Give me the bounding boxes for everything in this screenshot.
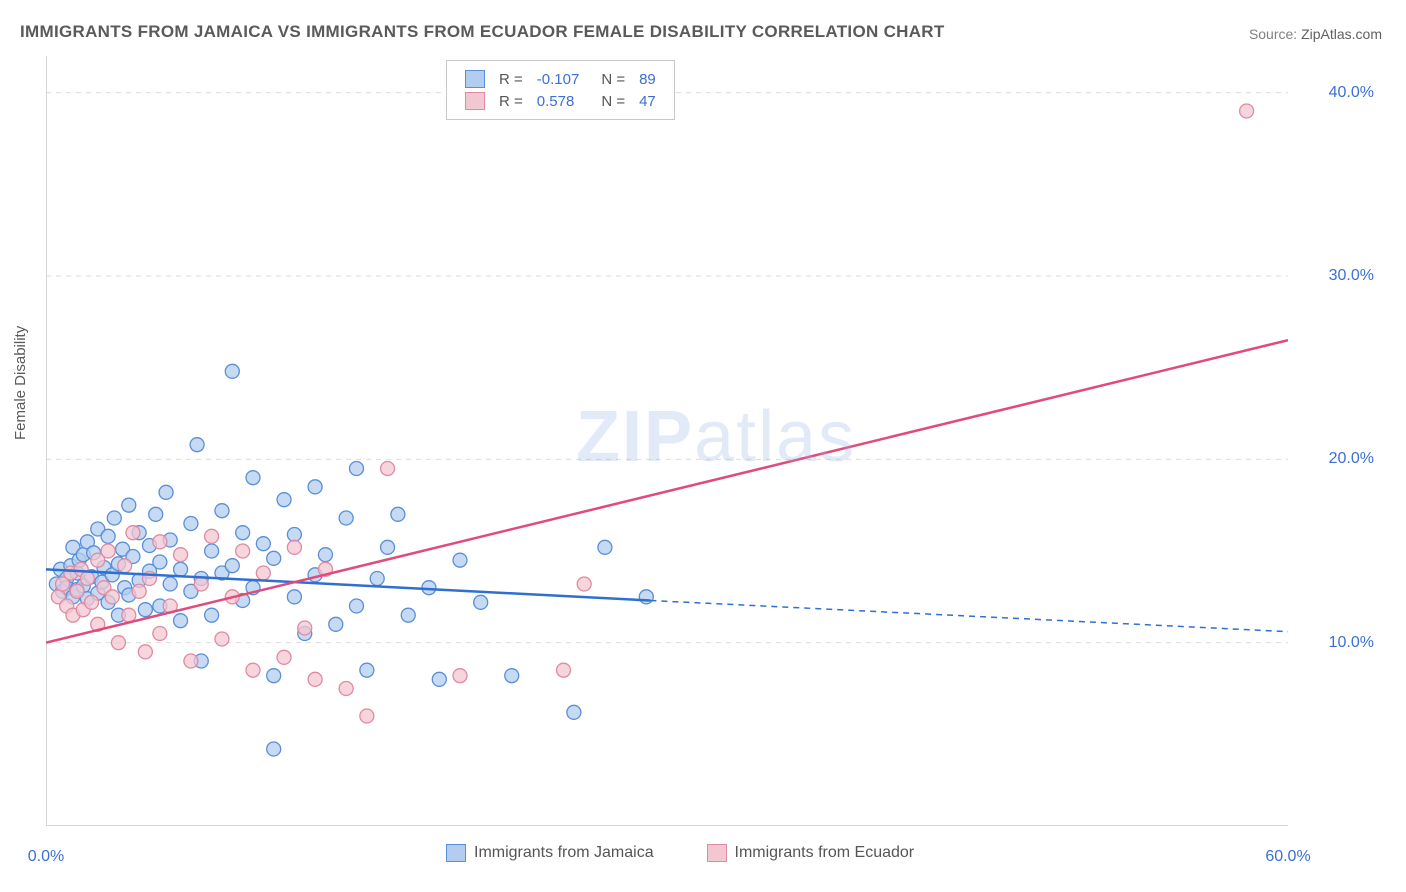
stats-row-jamaica: R = -0.107N = 89 — [459, 69, 662, 89]
x-tick-max: 60.0% — [1265, 848, 1310, 866]
y-axis-label: Female Disability — [12, 326, 29, 440]
chart-title: IMMIGRANTS FROM JAMAICA VS IMMIGRANTS FR… — [20, 22, 945, 42]
source-label: Source: — [1249, 26, 1301, 42]
series-legend: Immigrants from Jamaica Immigrants from … — [446, 844, 914, 862]
stats-row-ecuador: R = 0.578N = 47 — [459, 91, 662, 111]
legend-item-jamaica: Immigrants from Jamaica — [446, 844, 654, 861]
source-value: ZipAtlas.com — [1301, 26, 1382, 42]
source-attribution: Source: ZipAtlas.com — [1249, 26, 1382, 42]
stats-legend: R = -0.107N = 89R = 0.578N = 47 — [446, 60, 675, 120]
y-tick-label: 10.0% — [1329, 634, 1374, 652]
x-tick-min: 0.0% — [28, 848, 64, 866]
y-tick-label: 40.0% — [1329, 84, 1374, 102]
y-tick-label: 20.0% — [1329, 450, 1374, 468]
legend-item-ecuador: Immigrants from Ecuador — [707, 844, 915, 861]
chart-svg — [46, 56, 1288, 826]
scatter-chart: ZIPatlas R = -0.107N = 89R = 0.578N = 47… — [46, 56, 1288, 826]
y-tick-label: 30.0% — [1329, 267, 1374, 285]
